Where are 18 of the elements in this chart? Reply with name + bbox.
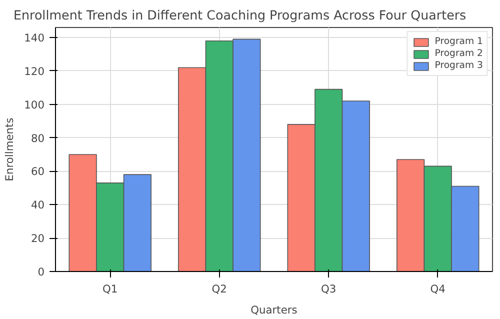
y-tick-label: 80 <box>30 132 45 145</box>
x-tick-label: Q3 <box>321 282 336 296</box>
y-axis-title: Enrollments <box>3 117 16 182</box>
y-tick-label: 40 <box>30 198 45 212</box>
y-tick-label: 120 <box>24 64 45 78</box>
y-tick-label: 100 <box>24 98 45 112</box>
y-tick-label: 20 <box>30 232 45 246</box>
x-tick-label: Q1 <box>102 282 118 296</box>
legend-label: Program 3 <box>434 60 483 71</box>
legend-label: Program 1 <box>434 36 483 47</box>
x-tick-label: Q4 <box>430 282 446 296</box>
x-tick-label: Q2 <box>212 282 227 296</box>
chart-title: Enrollment Trends in Different Coaching Programs Across Four Quarters <box>14 8 466 22</box>
y-tick-label: 0 <box>38 266 45 278</box>
y-tick-label: 140 <box>24 32 45 45</box>
y-tick-label: 60 <box>30 165 45 178</box>
x-axis-title: Quarters <box>250 304 298 316</box>
legend-label: Program 2 <box>434 48 483 59</box>
